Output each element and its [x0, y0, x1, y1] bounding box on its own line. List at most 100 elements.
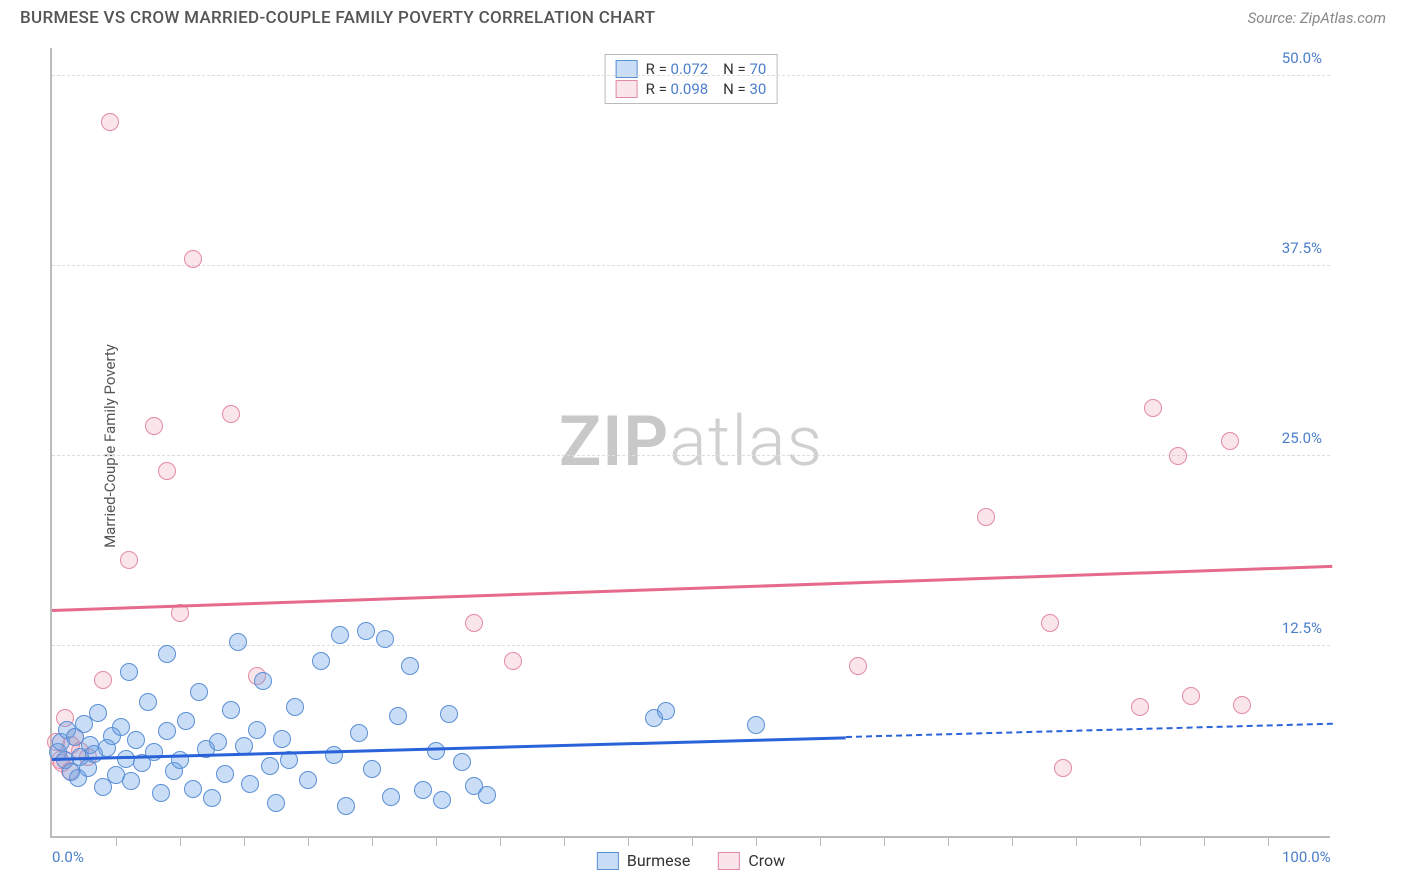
scatter-point: [382, 788, 400, 806]
scatter-point: [177, 712, 195, 730]
legend-r-crow: R = 0.098 N = 30: [646, 80, 767, 98]
chart-header: BURMESE VS CROW MARRIED-COUPLE FAMILY PO…: [0, 0, 1406, 32]
scatter-point: [112, 718, 130, 736]
x-tick-label: 100.0%: [1282, 848, 1331, 866]
scatter-point: [433, 791, 451, 809]
scatter-point: [241, 775, 259, 793]
scatter-point: [363, 760, 381, 778]
watermark-text: ZIPatlas: [559, 401, 823, 483]
swatch-pink-icon: [718, 852, 740, 870]
scatter-point: [453, 753, 471, 771]
x-tick: [308, 836, 309, 846]
scatter-point: [414, 781, 432, 799]
scatter-point: [977, 508, 995, 526]
y-tick-label: 50.0%: [1282, 49, 1322, 67]
x-tick: [1268, 836, 1269, 846]
legend-label-burmese: Burmese: [627, 851, 690, 870]
x-tick: [564, 836, 565, 846]
swatch-pink-icon: [616, 80, 638, 98]
x-tick: [372, 836, 373, 846]
gridline: [52, 75, 1330, 76]
scatter-point: [312, 652, 330, 670]
scatter-point: [222, 701, 240, 719]
scatter-point: [1221, 432, 1239, 450]
scatter-point: [299, 771, 317, 789]
scatter-point: [184, 250, 202, 268]
chart-plot-area: ZIPatlas R = 0.072 N = 70 R = 0.098 N = …: [50, 48, 1330, 838]
scatter-point: [357, 622, 375, 640]
x-tick: [628, 836, 629, 846]
scatter-point: [209, 733, 227, 751]
scatter-point: [94, 671, 112, 689]
scatter-point: [389, 707, 407, 725]
scatter-point: [273, 730, 291, 748]
scatter-point: [747, 716, 765, 734]
x-tick: [820, 836, 821, 846]
scatter-point: [849, 657, 867, 675]
scatter-point: [152, 784, 170, 802]
scatter-point: [657, 702, 675, 720]
x-tick-label: 0.0%: [52, 848, 84, 866]
y-tick-label: 37.5%: [1282, 239, 1322, 257]
scatter-point: [222, 405, 240, 423]
trend-line-extrapolated: [846, 723, 1332, 738]
scatter-point: [440, 705, 458, 723]
x-tick: [884, 836, 885, 846]
scatter-point: [139, 693, 157, 711]
scatter-point: [261, 757, 279, 775]
scatter-point: [337, 797, 355, 815]
x-tick: [180, 836, 181, 846]
scatter-point: [89, 704, 107, 722]
watermark-zip: ZIP: [559, 401, 669, 483]
x-tick: [1012, 836, 1013, 846]
legend-item-burmese: Burmese: [597, 851, 690, 870]
x-tick: [692, 836, 693, 846]
y-tick-label: 12.5%: [1282, 619, 1322, 637]
scatter-point: [376, 630, 394, 648]
scatter-point: [158, 645, 176, 663]
scatter-point: [254, 672, 272, 690]
x-tick: [244, 836, 245, 846]
trend-line: [52, 736, 846, 760]
scatter-point: [504, 652, 522, 670]
x-tick: [948, 836, 949, 846]
scatter-point: [158, 722, 176, 740]
scatter-point: [1169, 447, 1187, 465]
x-tick: [500, 836, 501, 846]
scatter-point: [286, 698, 304, 716]
x-tick: [116, 836, 117, 846]
watermark-atlas: atlas: [669, 401, 823, 483]
x-tick: [436, 836, 437, 846]
scatter-point: [427, 742, 445, 760]
scatter-point: [1054, 759, 1072, 777]
gridline: [52, 265, 1330, 266]
swatch-blue-icon: [597, 852, 619, 870]
scatter-point: [120, 551, 138, 569]
scatter-point: [122, 772, 140, 790]
scatter-point: [350, 724, 368, 742]
legend-label-crow: Crow: [748, 851, 785, 870]
x-tick: [756, 836, 757, 846]
scatter-point: [1233, 696, 1251, 714]
scatter-point: [158, 462, 176, 480]
x-tick: [1076, 836, 1077, 846]
scatter-point: [248, 721, 266, 739]
scatter-point: [1041, 614, 1059, 632]
scatter-point: [101, 113, 119, 131]
legend-row-crow: R = 0.098 N = 30: [616, 79, 767, 99]
scatter-point: [1131, 698, 1149, 716]
scatter-point: [216, 765, 234, 783]
scatter-point: [229, 633, 247, 651]
gridline: [52, 455, 1330, 456]
scatter-point: [1182, 687, 1200, 705]
scatter-point: [267, 794, 285, 812]
scatter-point: [203, 789, 221, 807]
trend-line: [52, 565, 1332, 612]
chart-title: BURMESE VS CROW MARRIED-COUPLE FAMILY PO…: [20, 8, 655, 28]
scatter-point: [145, 743, 163, 761]
x-tick: [1204, 836, 1205, 846]
correlation-legend: R = 0.072 N = 70 R = 0.098 N = 30: [605, 54, 778, 104]
y-tick-label: 25.0%: [1282, 429, 1322, 447]
scatter-point: [465, 614, 483, 632]
scatter-point: [184, 780, 202, 798]
